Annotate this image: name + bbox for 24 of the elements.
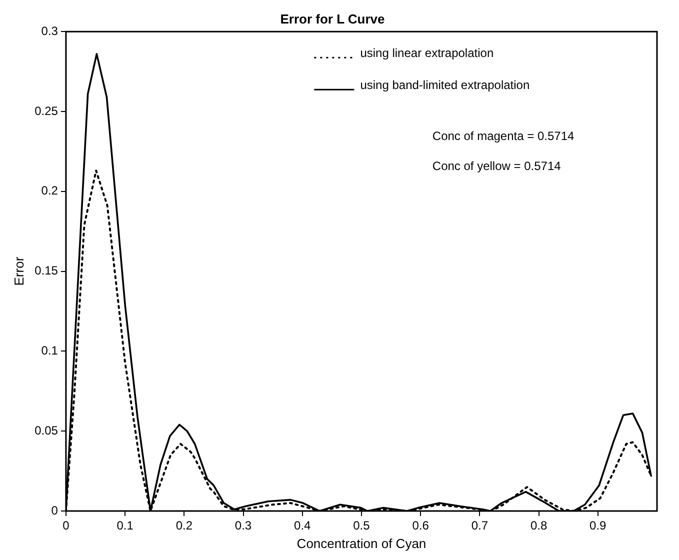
y-tick-label: 0.05: [34, 423, 58, 438]
x-tick-label: 0.6: [412, 518, 430, 533]
x-tick-label: 0: [62, 518, 70, 533]
x-tick-label: 0.3: [234, 518, 252, 533]
y-tick-label: 0.2: [41, 184, 58, 198]
x-axis-title: Concentration of Cyan: [296, 536, 426, 551]
x-tick-label: 0.4: [294, 518, 312, 533]
y-tick-label: 0: [51, 503, 58, 518]
y-tick-label: 0.15: [34, 264, 58, 278]
y-tick-label: 0.25: [34, 104, 58, 118]
chart-title: Error for L Curve: [280, 11, 385, 26]
x-tick-label: 0.8: [530, 518, 548, 533]
x-tick-label: 0.2: [176, 518, 193, 533]
x-tick-label: 0.5: [353, 518, 370, 533]
x-tick-label: 0.7: [471, 518, 488, 533]
y-tick-label: 0.1: [41, 344, 58, 358]
annotation: Conc of yellow = 0.5714: [432, 158, 562, 173]
x-tick-label: 0.9: [590, 518, 607, 533]
y-axis-title: Error: [11, 256, 26, 286]
legend-label: using band-limited extrapolation: [360, 78, 530, 92]
legend-label: using linear extrapolation: [360, 46, 494, 60]
y-tick-label: 0.3: [41, 24, 58, 38]
annotation: Conc of magenta = 0.5714: [432, 128, 574, 143]
x-tick-label: 0.1: [116, 518, 134, 533]
